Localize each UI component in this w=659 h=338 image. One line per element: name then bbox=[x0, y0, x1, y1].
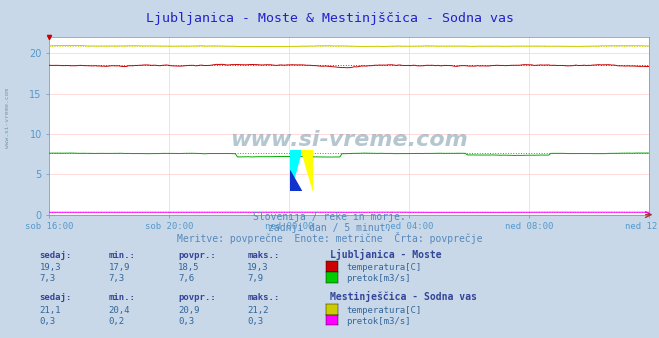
Text: povpr.:: povpr.: bbox=[178, 293, 215, 302]
Text: Slovenija / reke in morje.: Slovenija / reke in morje. bbox=[253, 212, 406, 222]
Text: temperatura[C]: temperatura[C] bbox=[346, 306, 421, 315]
Text: 0,3: 0,3 bbox=[247, 317, 263, 326]
Text: 20,4: 20,4 bbox=[109, 306, 130, 315]
Text: Ljubljanica - Moste & Mestinjščica - Sodna vas: Ljubljanica - Moste & Mestinjščica - Sod… bbox=[146, 12, 513, 25]
Text: 21,2: 21,2 bbox=[247, 306, 269, 315]
Text: 7,6: 7,6 bbox=[178, 274, 194, 283]
Text: pretok[m3/s]: pretok[m3/s] bbox=[346, 274, 411, 283]
Text: zadnji dan / 5 minut.: zadnji dan / 5 minut. bbox=[268, 223, 391, 233]
Text: 0,2: 0,2 bbox=[109, 317, 125, 326]
Text: sedaj:: sedaj: bbox=[40, 250, 72, 260]
Text: min.:: min.: bbox=[109, 293, 136, 302]
Text: Ljubljanica - Moste: Ljubljanica - Moste bbox=[330, 248, 441, 260]
Text: www.si-vreme.com: www.si-vreme.com bbox=[231, 130, 468, 150]
Text: 0,3: 0,3 bbox=[40, 317, 55, 326]
Text: povpr.:: povpr.: bbox=[178, 250, 215, 260]
Text: sedaj:: sedaj: bbox=[40, 293, 72, 302]
Text: pretok[m3/s]: pretok[m3/s] bbox=[346, 317, 411, 326]
Text: maks.:: maks.: bbox=[247, 293, 279, 302]
Polygon shape bbox=[290, 150, 301, 191]
Text: 21,1: 21,1 bbox=[40, 306, 61, 315]
Text: 20,9: 20,9 bbox=[178, 306, 200, 315]
Text: 7,9: 7,9 bbox=[247, 274, 263, 283]
Text: 7,3: 7,3 bbox=[109, 274, 125, 283]
Text: Mestinješčica - Sodna vas: Mestinješčica - Sodna vas bbox=[330, 291, 476, 302]
Text: min.:: min.: bbox=[109, 250, 136, 260]
Text: 0,3: 0,3 bbox=[178, 317, 194, 326]
Text: maks.:: maks.: bbox=[247, 250, 279, 260]
Text: Meritve: povprečne  Enote: metrične  Črta: povprečje: Meritve: povprečne Enote: metrične Črta:… bbox=[177, 232, 482, 244]
Text: www.si-vreme.com: www.si-vreme.com bbox=[5, 88, 11, 148]
Polygon shape bbox=[301, 150, 313, 191]
Text: 18,5: 18,5 bbox=[178, 263, 200, 272]
Text: temperatura[C]: temperatura[C] bbox=[346, 263, 421, 272]
Text: 7,3: 7,3 bbox=[40, 274, 55, 283]
Text: 19,3: 19,3 bbox=[247, 263, 269, 272]
Polygon shape bbox=[290, 171, 301, 191]
Text: 17,9: 17,9 bbox=[109, 263, 130, 272]
Text: 19,3: 19,3 bbox=[40, 263, 61, 272]
